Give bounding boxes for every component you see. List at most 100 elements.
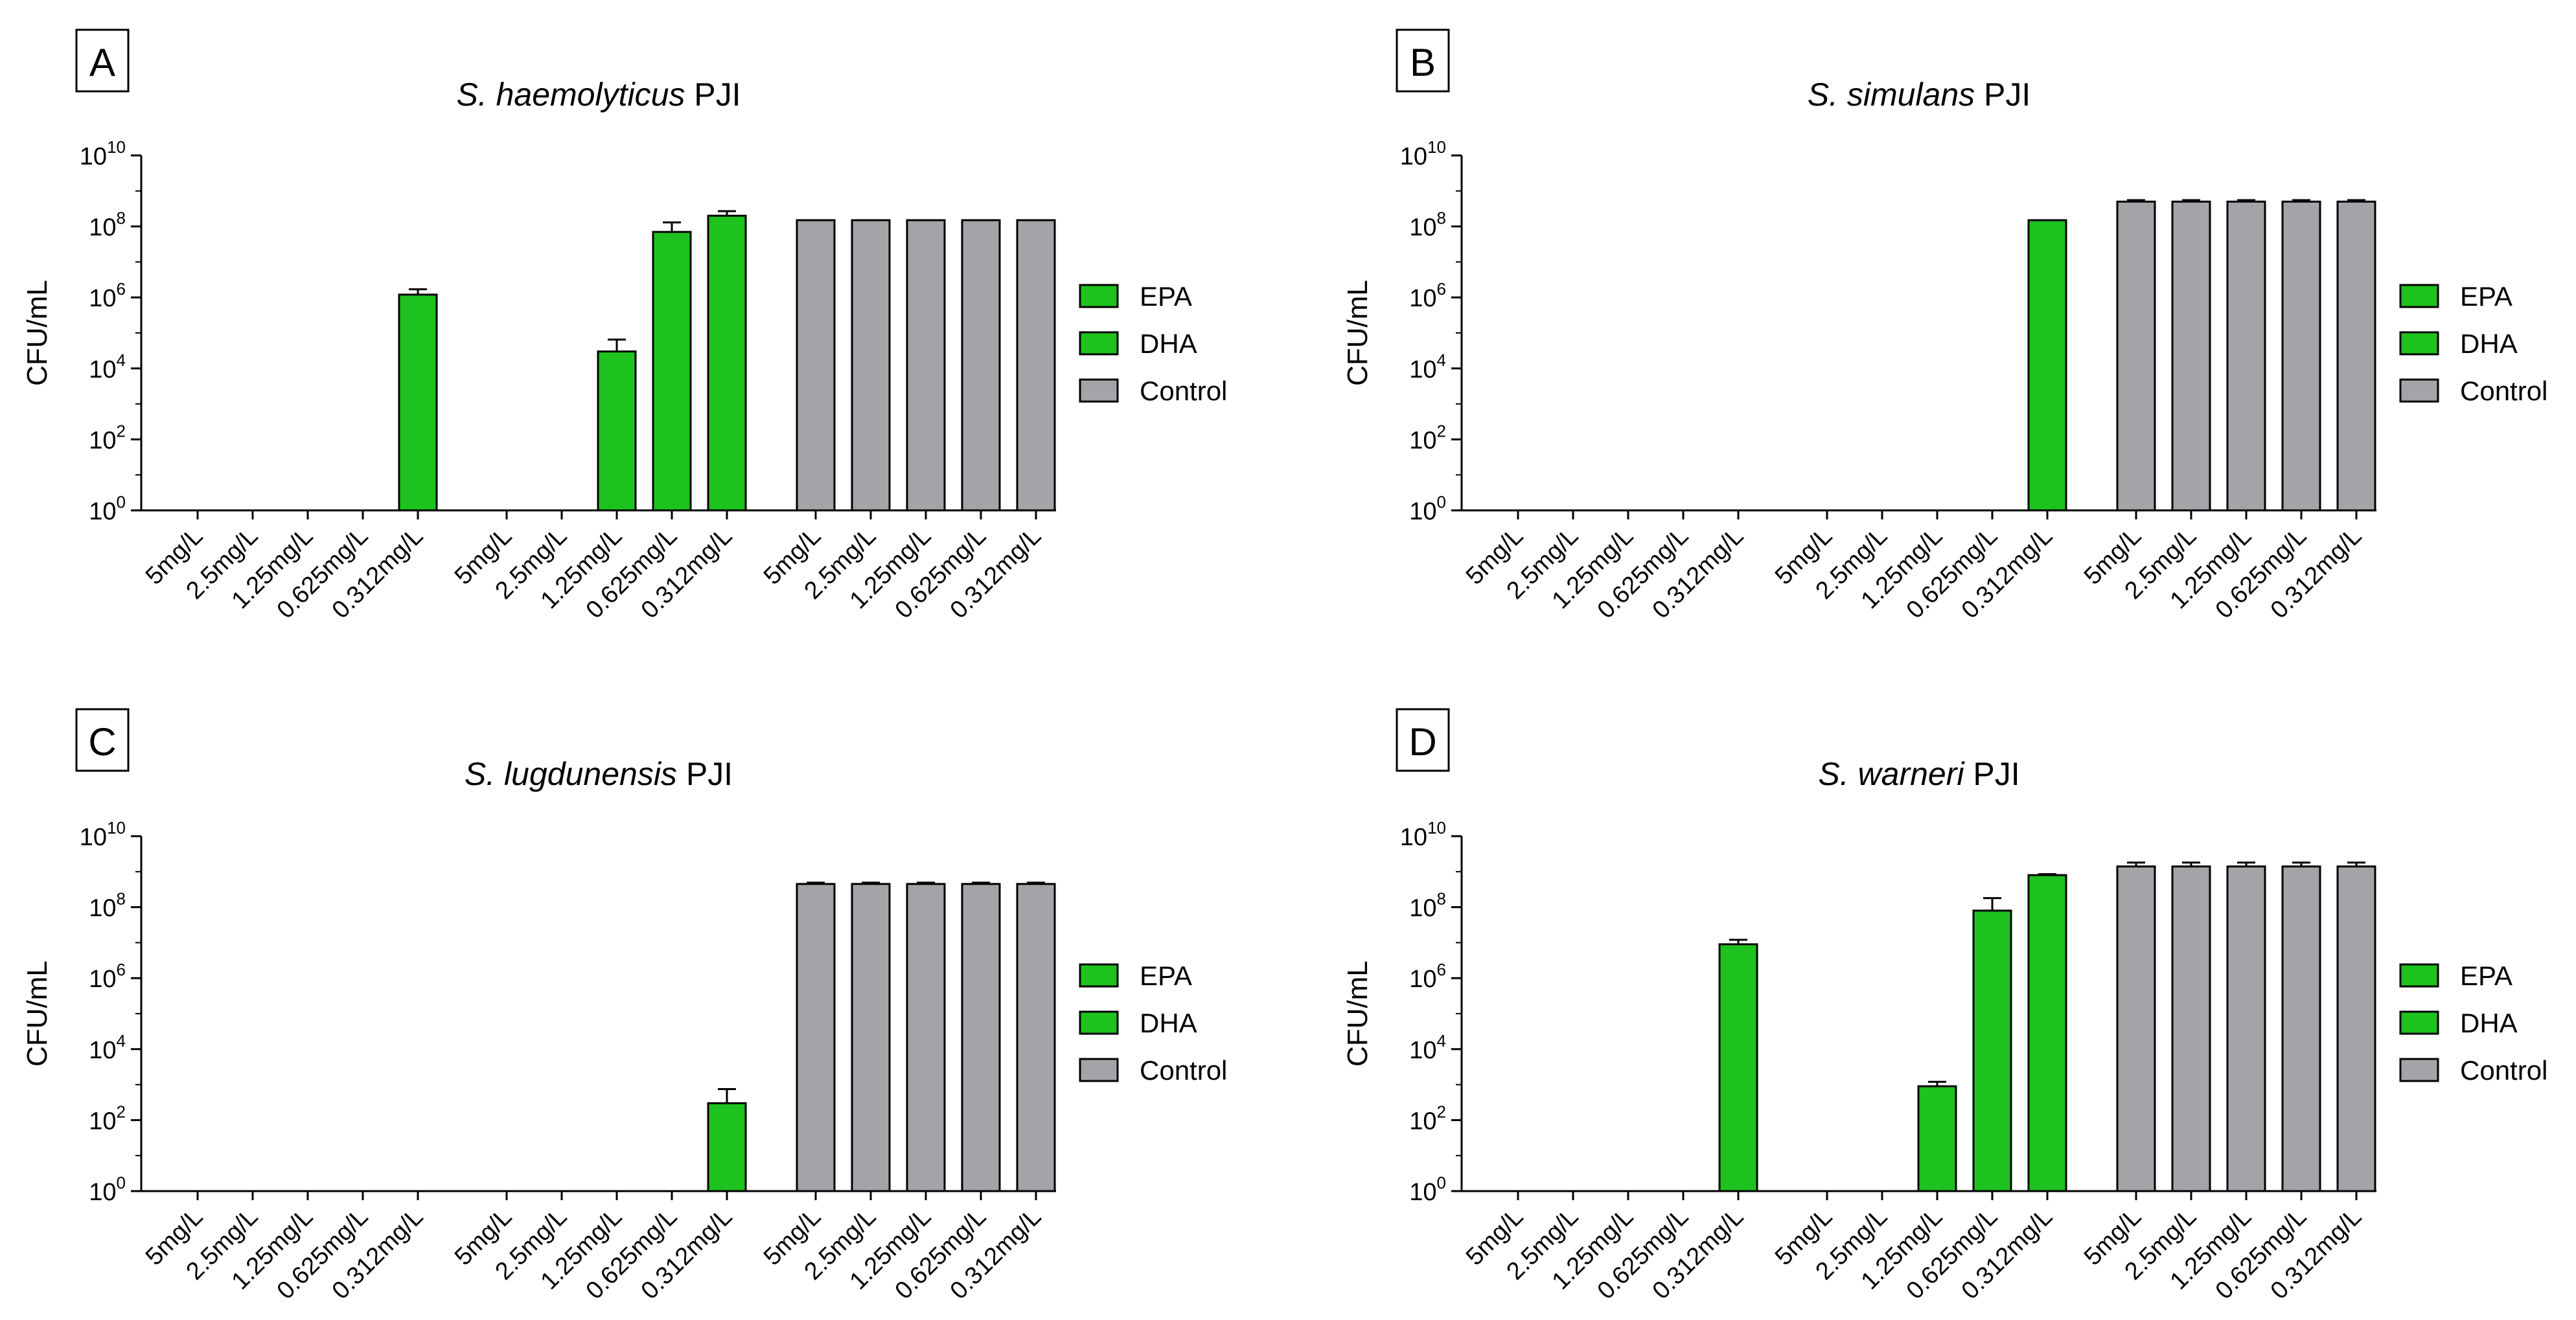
bar-control [796,219,836,512]
legend-swatch-dha [2399,331,2439,356]
y-tick-label: 1010 [80,137,126,170]
bar-control [906,883,946,1192]
y-tick-base: 10 [1409,1037,1436,1064]
y-tick-base: 10 [89,285,116,312]
y-tick-base: 10 [1409,966,1436,993]
y-tick-exponent: 2 [1437,421,1446,440]
y-tick-label: 1010 [1400,137,1446,170]
y-tick-exponent: 6 [1437,279,1446,299]
bar-control [961,883,1001,1192]
y-tick-base: 10 [89,498,116,525]
y-tick-label: 100 [89,492,126,525]
bar-control [2281,200,2321,512]
chart-title-species: S. simulans [1808,76,1975,113]
bar-control [851,883,891,1192]
bar-epa [1718,943,1758,1192]
legend-label-control: Control [1140,376,1227,406]
panel-a: AS. haemolyticus PJI1001021041061081010C… [21,28,1227,624]
y-tick-exponent: 4 [1437,350,1446,370]
panel-c: CS. lugdunensis PJI1001021041061081010CF… [21,708,1227,1304]
bar-control [2171,865,2211,1192]
y-tick-base: 10 [89,966,116,993]
y-tick-base: 10 [1409,1179,1436,1206]
legend-swatch-dha [1079,1010,1119,1035]
bar-control [1016,219,1056,512]
y-tick-label: 104 [1409,1031,1446,1064]
bar-control [2281,865,2321,1192]
y-tick-base: 10 [1409,285,1436,312]
y-tick-label: 1010 [1400,818,1446,851]
y-tick-label: 102 [1409,421,1446,454]
legend-label-control: Control [2460,1055,2547,1086]
y-tick-label: 104 [89,350,126,383]
legend-label-epa: EPA [2460,281,2513,312]
y-tick-base: 10 [1409,498,1436,525]
y-tick-label: 108 [1409,209,1446,242]
y-tick-label: 1010 [80,818,126,851]
y-tick-base: 10 [80,824,107,851]
bar-dha [2027,219,2067,512]
y-tick-base: 10 [1409,895,1436,922]
chart-title-suffix: PJI [677,756,733,792]
bar-control [961,219,1001,512]
legend-label-dha: DHA [2460,1008,2518,1038]
legend-swatch-epa [1079,284,1119,308]
y-tick-base: 10 [89,1179,116,1206]
bar-control [2336,200,2376,512]
panel-letter-box [1396,708,1450,772]
bar-dha [1917,1085,1957,1192]
y-tick-base: 10 [1400,824,1427,851]
y-tick-exponent: 0 [117,492,126,512]
y-tick-base: 10 [80,143,107,170]
panel-letter: B [1410,41,1436,84]
y-tick-exponent: 10 [107,818,126,837]
y-tick-base: 10 [89,1037,116,1064]
y-tick-base: 10 [89,214,116,242]
y-tick-label: 108 [1409,889,1446,922]
bar-control [796,883,836,1192]
y-tick-base: 10 [89,427,116,454]
bar-dha [2027,874,2067,1192]
y-axis-label: CFU/mL [21,280,53,386]
y-tick-exponent: 2 [1437,1102,1446,1121]
legend-swatch-epa [2399,284,2439,308]
y-tick-base: 10 [1409,356,1436,383]
legend-label-epa: EPA [1140,961,1192,991]
legend-label-epa: EPA [2460,961,2513,991]
y-tick-label: 106 [1409,960,1446,993]
panel-letter: C [88,720,116,764]
legend-swatch-dha [1079,331,1119,356]
y-tick-exponent: 6 [117,960,126,979]
y-tick-exponent: 6 [117,279,126,299]
y-tick-base: 10 [89,356,116,383]
legend-label-dha: DHA [2460,328,2518,359]
y-tick-exponent: 6 [1437,960,1446,979]
legend-label-dha: DHA [1140,1008,1197,1038]
y-tick-label: 104 [89,1031,126,1064]
chart-title-suffix: PJI [1964,756,2019,792]
y-tick-exponent: 10 [1427,818,1446,837]
bar-dha [707,1102,747,1192]
y-tick-label: 102 [89,1102,126,1135]
y-tick-exponent: 8 [1437,209,1446,228]
panel-letter-box [75,28,130,93]
y-tick-label: 100 [1409,1173,1446,1206]
legend-swatch-control [2399,1058,2439,1082]
bar-control [2226,200,2266,512]
y-tick-label: 100 [89,1173,126,1206]
bar-dha [652,231,692,512]
y-tick-label: 104 [1409,350,1446,383]
chart-title-species: S. warneri [1818,756,1965,792]
legend-swatch-epa [2399,963,2439,988]
legend-label-control: Control [1140,1055,1227,1086]
bar-control [851,219,891,512]
chart-title-suffix: PJI [685,76,741,113]
y-tick-label: 102 [89,421,126,454]
panel-letter-box [75,708,130,772]
legend-label-control: Control [2460,376,2547,406]
y-tick-exponent: 8 [117,889,126,909]
panel-b: BS. simulans PJI1001021041061081010CFU/m… [1342,28,2547,624]
y-tick-base: 10 [89,1108,116,1135]
y-tick-label: 102 [1409,1102,1446,1135]
